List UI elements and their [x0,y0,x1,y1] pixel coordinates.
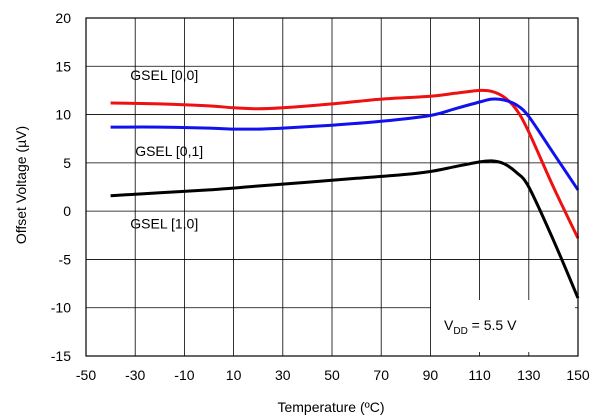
x-tick-label: 150 [566,367,590,383]
annotation-subscript: DD [453,326,467,337]
y-tick-label: -10 [51,300,71,316]
annotation-vdd: VDD = 5.5 V [444,317,517,337]
grid [86,18,578,356]
y-tick-label: 15 [55,58,71,74]
x-axis-label: Temperature (ºC) [277,399,384,415]
plot-frame [85,17,579,357]
y-tick-label: -15 [51,348,71,364]
y-tick-labels: 20 15 10 5 0 -5 -10 -15 [51,10,71,364]
series-line-1 [110,97,580,191]
y-axis-label: Offset Voltage (µV) [13,126,29,244]
annotation-main: V [444,317,454,333]
annotation-box [431,300,575,352]
x-tick-label: 10 [226,367,242,383]
series-label: GSEL [0,0] [130,67,198,83]
x-tick-labels: -50 -30 -10 10 30 50 70 90 110 130 150 [76,367,590,383]
y-tick-label: 5 [63,155,71,171]
series-label: GSEL [0,1] [135,143,203,159]
y-tick-label: 20 [55,10,71,26]
x-tick-label: 30 [275,367,291,383]
y-tick-label: 0 [63,203,71,219]
x-tick-label: 110 [468,367,491,383]
x-tick-label: 50 [324,367,340,383]
series-group [110,88,580,299]
series-labels: GSEL [0,0] GSEL [0,1] GSEL [1,0] [130,67,203,232]
series-line-0 [110,88,580,239]
annotation-rest: = 5.5 V [468,317,517,333]
y-tick-label: -5 [59,251,72,267]
y-tick-label: 10 [55,107,71,123]
x-tick-label: -10 [174,367,194,383]
series-line-2 [110,159,580,299]
x-tick-label: 90 [423,367,439,383]
x-tick-label: 130 [517,367,541,383]
x-tick-label: 70 [373,367,389,383]
series-label: GSEL [1,0] [130,216,198,232]
x-tick-label: -50 [76,367,96,383]
x-tick-label: -30 [125,367,145,383]
